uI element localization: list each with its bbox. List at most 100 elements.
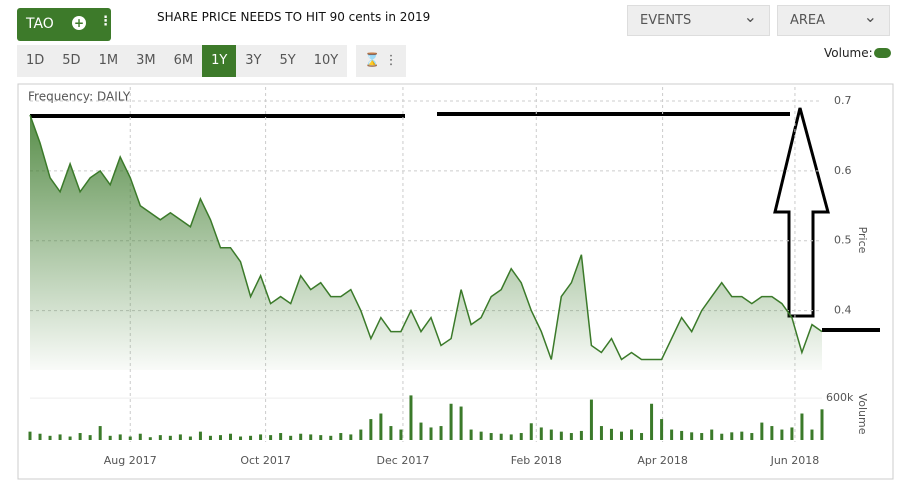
volume-bar (279, 433, 283, 440)
volume-bar (790, 427, 794, 440)
volume-bar (700, 433, 704, 440)
range-button[interactable]: 1D (26, 53, 45, 68)
volume-bar (439, 426, 443, 440)
volume-bar (419, 422, 423, 440)
volume-bar (680, 430, 684, 440)
volume-bar (78, 433, 82, 440)
price-area (30, 115, 822, 370)
range-button[interactable]: 6M (173, 53, 194, 68)
volume-bar (218, 435, 222, 440)
volume-bar (449, 403, 453, 440)
volume-bar (148, 437, 152, 440)
volume-bar (780, 429, 784, 440)
symbol-button[interactable]: TAO + ⋮ (17, 8, 112, 41)
volume-bar (469, 429, 473, 440)
volume-bar (599, 426, 603, 440)
volume-bar (309, 434, 313, 440)
volume-toggle[interactable] (874, 48, 891, 58)
volume-bar (208, 435, 212, 440)
chevron: ⌄ (863, 7, 877, 26)
y-tick-label: 0.6 (834, 164, 852, 177)
x-tick-label: Apr 2018 (637, 454, 688, 467)
volume-bar (239, 436, 243, 440)
volume-bar (58, 434, 62, 440)
volume-bar (559, 431, 563, 440)
volume-bar (800, 413, 804, 440)
volume-bar (359, 429, 363, 440)
volume-bar (329, 435, 333, 440)
volume-bar (389, 426, 393, 440)
volume-bar (88, 435, 92, 440)
dropdown[interactable]: AREA ⌄ (777, 5, 890, 36)
volume-bar (369, 419, 373, 440)
annotations (30, 107, 880, 332)
volume-bar (650, 403, 654, 440)
volume-bar (249, 435, 253, 440)
y-tick-label: 0.5 (834, 234, 852, 247)
volume-bar (429, 427, 433, 440)
volume-bar (770, 426, 774, 440)
menu-dots[interactable]: ⋮ (99, 14, 112, 29)
volume-tick-label: 600k (826, 391, 854, 404)
volume-bar (48, 435, 52, 440)
volume-bar (730, 432, 734, 440)
add-icon[interactable]: + (72, 16, 86, 30)
volume-bar (118, 434, 122, 440)
volume-axis-title: Volume (856, 394, 869, 435)
volume-bar (710, 429, 714, 440)
x-tick-label: Aug 2017 (104, 454, 157, 467)
range-bar: 1D 5D 1M 3M 6M 1Y 3Y 5Y 10Y (17, 45, 348, 77)
range-button[interactable]: 3M (136, 53, 156, 68)
volume-bar (168, 435, 172, 440)
volume-bar (38, 433, 42, 440)
volume-bar (128, 436, 132, 440)
volume-bar (98, 426, 102, 440)
volume-bar (379, 413, 383, 440)
volume-bar (319, 435, 323, 440)
dropdown[interactable]: EVENTS ⌄ (627, 5, 770, 36)
volume-bar (529, 423, 533, 440)
volume-bar (198, 431, 202, 440)
range-button[interactable]: 10Y (313, 53, 339, 68)
volume-bar (670, 429, 674, 440)
volume-bar (630, 429, 634, 440)
volume-bar (810, 429, 814, 440)
volume-bar (68, 436, 72, 440)
volume-bar (499, 433, 503, 440)
price-line (29, 114, 823, 361)
volume-bar (690, 432, 694, 440)
volume-bar (409, 395, 413, 440)
volume-bar (640, 433, 644, 440)
volume-bar (660, 419, 664, 440)
volume-bar (609, 428, 613, 440)
volume-bar (539, 427, 543, 440)
range-button[interactable]: 1M (98, 53, 119, 68)
grid (30, 87, 822, 442)
volume-bar (519, 433, 523, 440)
volume-bar (259, 434, 263, 440)
volume-bar (549, 429, 553, 440)
range-button[interactable]: 5Y (279, 53, 296, 68)
chart-frame (17, 83, 894, 480)
volume-bar (569, 433, 573, 440)
range-button[interactable]: 1Y (202, 45, 237, 77)
volume-bar (178, 434, 182, 440)
range-button[interactable]: 5D (62, 53, 81, 68)
range-button[interactable]: 3Y (245, 53, 262, 68)
volume-bar (229, 433, 233, 440)
volume-bar (489, 433, 493, 440)
volume-bar (740, 431, 744, 440)
volume-bar (619, 431, 623, 440)
volume-bar (399, 429, 403, 440)
volume-bar (138, 433, 142, 440)
chevron: ⌄ (743, 7, 757, 26)
x-tick-label: Oct 2017 (240, 454, 291, 467)
y-tick-label: 0.4 (834, 304, 852, 317)
volume-bar (28, 431, 32, 440)
chart-title: SHARE PRICE NEEDS TO HIT 90 cents in 201… (157, 10, 431, 24)
y-axis-title: Price (856, 227, 869, 254)
volume-bar (339, 433, 343, 440)
timer-button[interactable]: ⌛ ⋮ (356, 45, 406, 77)
symbol: TAO (26, 16, 54, 32)
